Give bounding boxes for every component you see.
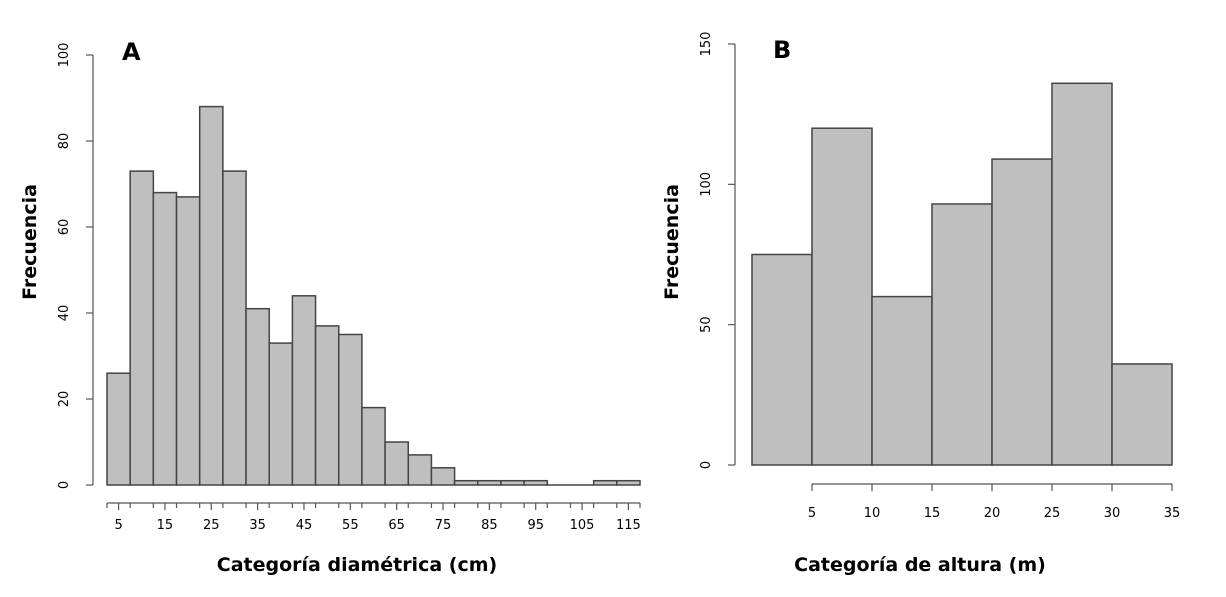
panel-b-bar-5 — [1051, 82, 1113, 466]
panel-a-bar-0 — [106, 372, 131, 486]
panel-b-y-axis-title: Frecuencia — [661, 184, 683, 300]
panel-a-bar-14 — [430, 467, 456, 486]
panel-a-bar-15 — [453, 479, 479, 486]
panel-a-x-tick-label-0: 5 — [114, 518, 122, 533]
panel-b-x-tick-label-1: 10 — [864, 506, 881, 521]
panel-a-bar-5 — [222, 170, 247, 486]
panel-a-bar-9 — [314, 325, 340, 486]
panel-a-x-tick-label-1: 15 — [157, 518, 174, 533]
panel-a-bar-3 — [175, 196, 201, 486]
panel-b-x-tick-label-0: 5 — [808, 506, 816, 521]
panel-a-bar-12 — [384, 441, 410, 486]
panel-a-bar-16 — [477, 479, 502, 486]
panel-a-bar-17 — [500, 479, 525, 486]
panel-b-bar-1 — [811, 127, 873, 466]
panel-b-x-tick-label-6: 35 — [1164, 506, 1181, 521]
panel-b-x-axis: 5 10 15 20 25 30 35 — [808, 483, 1181, 521]
panel-a-x-axis-title: Categoría diamétrica (cm) — [217, 554, 497, 576]
panel-a-bar-13 — [407, 454, 433, 486]
panel-a-bar-1 — [129, 170, 155, 486]
panel-b-x-tick-label-3: 20 — [984, 506, 1001, 521]
panel-a-x-axis: 5 15 25 35 45 55 65 75 85 95 105 115 — [106, 502, 641, 533]
panel-a-bar-22 — [616, 479, 641, 486]
panel-b-bar-2 — [871, 295, 933, 466]
panel-a-x-tick-label-9: 95 — [527, 518, 544, 533]
panel-b-y-tick-label-1: 50 — [699, 316, 714, 333]
panel-a-y-tick-label-2: 40 — [57, 305, 72, 322]
panel-a-bar-8 — [291, 295, 317, 486]
panel-a-bar-11 — [361, 406, 386, 486]
panel-a-y-tick-label-3: 60 — [57, 219, 72, 236]
panel-b-x-tick-label-5: 30 — [1104, 506, 1121, 521]
panel-a-y-tick-label-1: 20 — [57, 391, 72, 408]
panel-a-bar-21 — [592, 479, 618, 486]
panel-b-bar-0 — [751, 253, 813, 466]
panel-a-bars — [106, 105, 641, 486]
panel-a-x-tick-label-6: 65 — [388, 518, 405, 533]
panel-a-x-tick-label-7: 75 — [435, 518, 452, 533]
panel-a-bar-6 — [245, 307, 270, 486]
panel-a-bar-10 — [337, 333, 363, 486]
panel-a-x-tick-label-3: 35 — [249, 518, 266, 533]
panel-a-y-axis-title: Frecuencia — [19, 184, 41, 300]
panel-a-bar-7 — [268, 342, 294, 486]
panel-b-y-tick-label-2: 100 — [699, 172, 714, 197]
panel-b-y-axis: 0 50 100 150 — [699, 32, 736, 469]
panel-b-x-tick-label-2: 15 — [924, 506, 941, 521]
panel-b-bar-6 — [1111, 363, 1173, 466]
panel-a-x-tick-label-5: 55 — [342, 518, 359, 533]
panel-b-bar-3 — [931, 203, 993, 466]
panel-b-y-tick-label-3: 150 — [699, 32, 714, 57]
panel-a-x-tick-label-4: 45 — [296, 518, 313, 533]
panel-a-bar-2 — [152, 191, 178, 486]
panel-a-label: A — [122, 38, 141, 66]
panel-a-x-tick-label-11: 115 — [616, 518, 641, 533]
panel-a-x-tick-label-10: 105 — [570, 518, 595, 533]
panel-b-bar-4 — [991, 158, 1053, 466]
panel-a-bar-4 — [198, 105, 224, 486]
panel-a-bar-18 — [523, 479, 549, 486]
panel-b-y-tick-label-0: 0 — [699, 461, 714, 469]
panel-a-x-tick-label-2: 25 — [203, 518, 220, 533]
panel-b-x-axis-title: Categoría de altura (m) — [794, 554, 1046, 576]
panel-a-y-tick-label-5: 100 — [57, 43, 72, 68]
panel-a-y-tick-label-0: 0 — [57, 481, 72, 489]
panel-a-diameter-histogram: A Frecuencia Categoría diamétrica (cm) 0… — [19, 38, 641, 576]
panel-b-height-histogram: B Frecuencia Categoría de altura (m) 050… — [661, 32, 1180, 576]
panel-b-x-tick-label-4: 25 — [1044, 506, 1061, 521]
panel-a-x-tick-label-8: 85 — [481, 518, 498, 533]
panel-b-label: B — [773, 36, 791, 64]
panel-a-y-axis: 0 20 40 60 80 100 — [57, 43, 94, 489]
panel-b-bars — [751, 82, 1173, 466]
panel-a-y-tick-label-4: 80 — [57, 133, 72, 150]
